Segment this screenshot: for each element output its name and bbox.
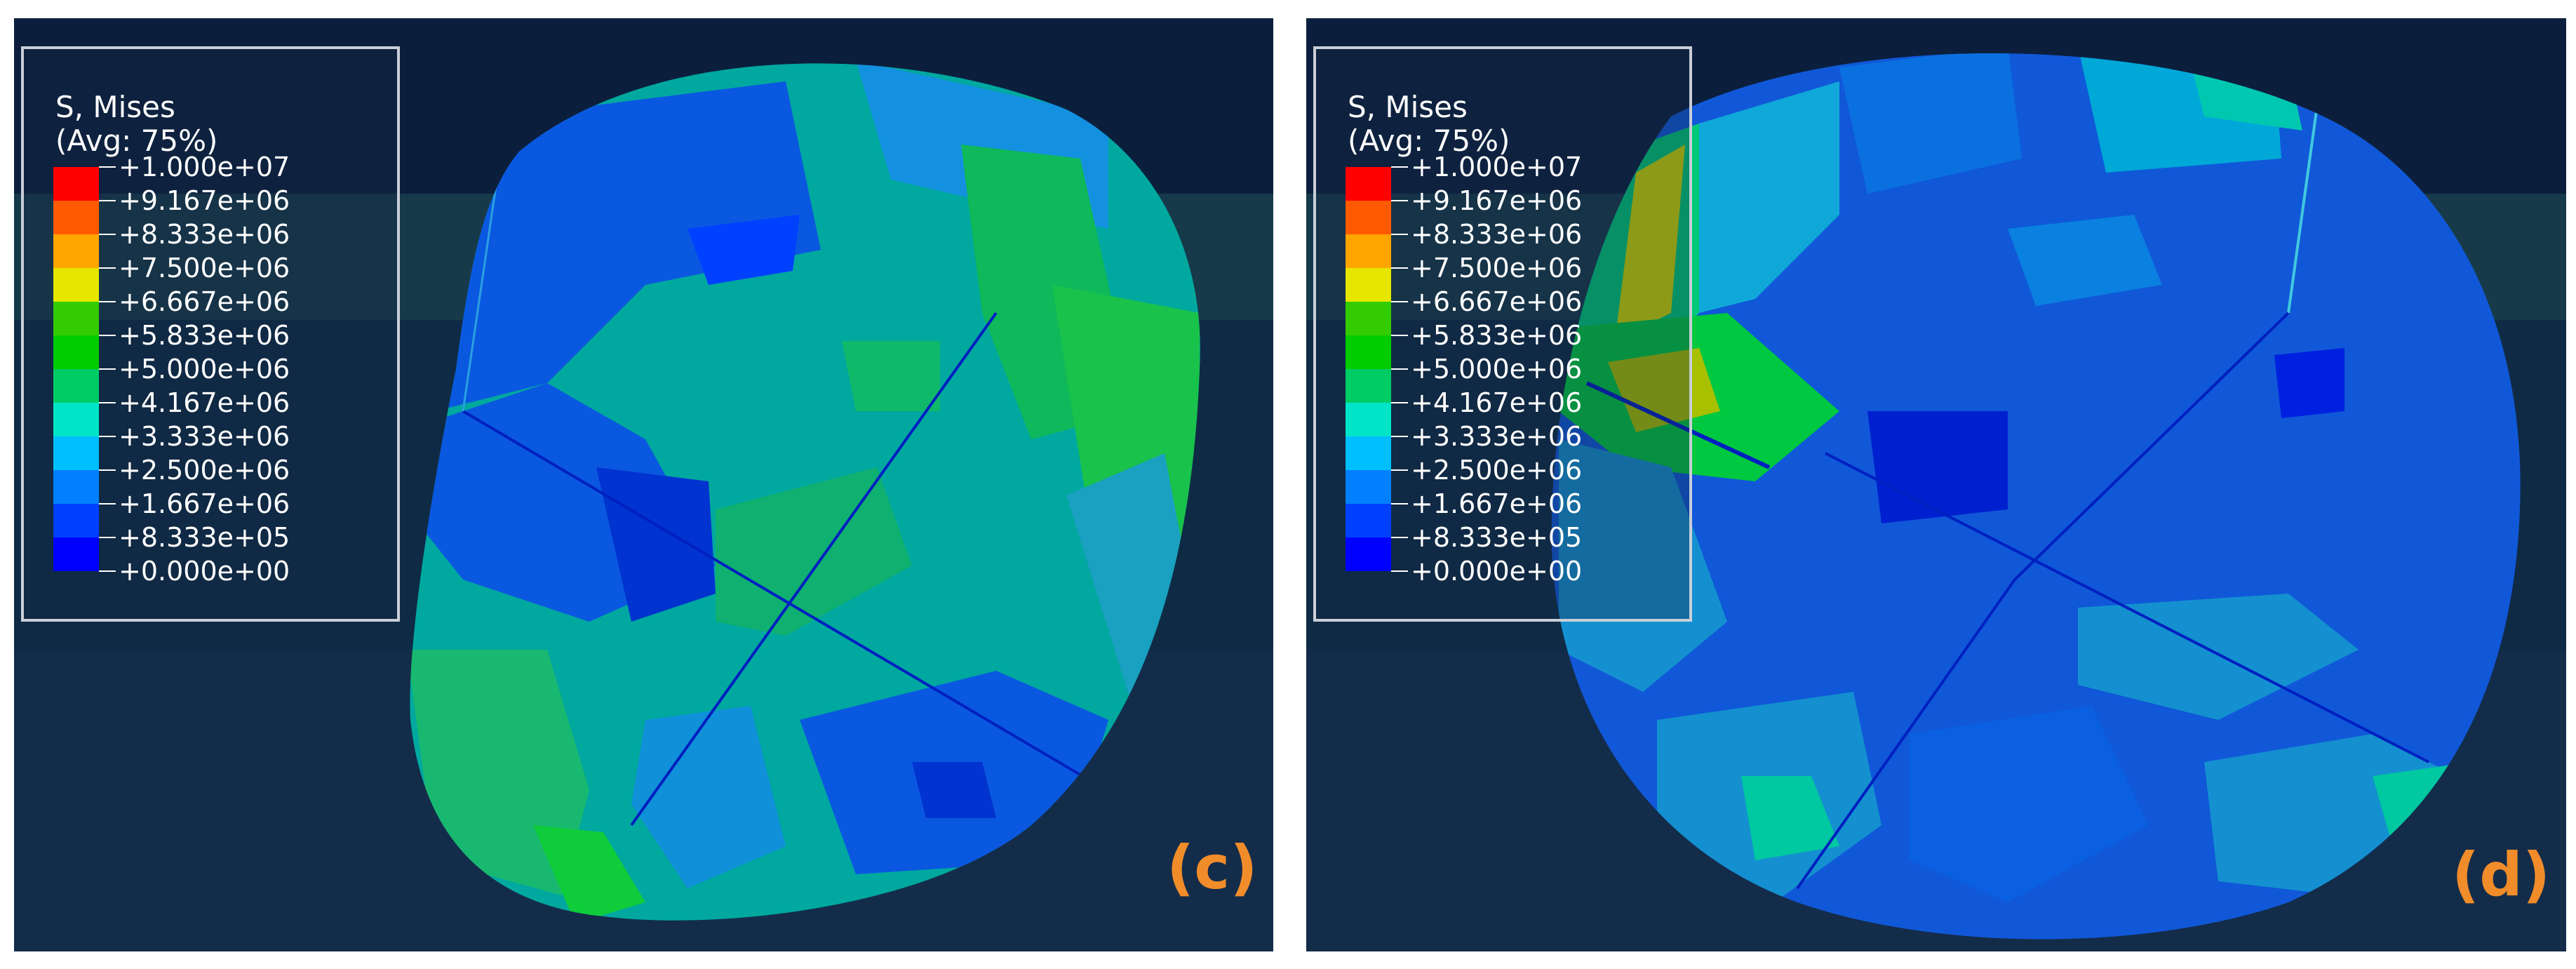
legend-value: +4.167e+06 (119, 387, 290, 418)
legend-value: +3.333e+06 (119, 421, 290, 452)
legend-value: +8.333e+06 (119, 219, 290, 250)
legend-title: S, Mises (55, 90, 175, 124)
legend-value: +8.333e+05 (1411, 522, 1583, 553)
legend-value: +5.833e+06 (1411, 320, 1583, 351)
legend-swatch (1346, 335, 1391, 369)
legend-value: +9.167e+06 (1411, 185, 1583, 216)
legend-value: +8.333e+06 (1411, 219, 1583, 250)
legend-value: +7.500e+06 (1411, 253, 1583, 283)
legend-swatch (53, 470, 99, 504)
legend-swatch (1346, 537, 1391, 571)
legend-swatch (1346, 436, 1391, 470)
viewport-panel-d[interactable]: S, Mises (Avg: 75%) +1.000e+07 +9.167e+0… (1306, 18, 2566, 951)
stress-contour-model-c[interactable] (14, 18, 1273, 951)
legend-averaging-note: (Avg: 75%) (1348, 123, 1510, 158)
legend-value: +8.333e+05 (119, 522, 290, 553)
stress-contour-model-d[interactable] (1306, 18, 2566, 951)
legend-swatch (53, 201, 99, 234)
legend-swatch (1346, 403, 1391, 436)
legend-swatch (1346, 504, 1391, 537)
legend-swatch (53, 436, 99, 470)
legend-value: +1.000e+07 (1411, 152, 1583, 182)
legend-swatch (53, 369, 99, 403)
legend-value: +5.000e+06 (1411, 354, 1583, 385)
legend-swatch (53, 537, 99, 571)
contour-legend: S, Mises (Avg: 75%) +1.000e+07 +9.167e+0… (21, 46, 400, 622)
legend-value: +1.000e+07 (119, 152, 290, 182)
legend-swatch (53, 504, 99, 537)
legend-title: S, Mises (1348, 90, 1468, 124)
legend-value: +6.667e+06 (1411, 286, 1583, 317)
legend-value: +2.500e+06 (1411, 455, 1583, 486)
legend-value: +7.500e+06 (119, 253, 290, 283)
legend-value: +1.667e+06 (1411, 488, 1583, 519)
legend-value: +3.333e+06 (1411, 421, 1583, 452)
legend-value: +9.167e+06 (119, 185, 290, 216)
legend-swatch (1346, 234, 1391, 268)
legend-value: +0.000e+00 (119, 556, 290, 587)
contour-legend: S, Mises (Avg: 75%) +1.000e+07 +9.167e+0… (1313, 46, 1692, 622)
legend-averaging-note: (Avg: 75%) (55, 123, 218, 158)
panel-label: (d) (2452, 840, 2551, 910)
legend-swatch (53, 268, 99, 302)
legend-swatch (1346, 167, 1391, 201)
legend-value: +5.000e+06 (119, 354, 290, 385)
legend-swatch (1346, 470, 1391, 504)
legend-swatch (53, 335, 99, 369)
legend-swatch (53, 234, 99, 268)
legend-swatch (1346, 268, 1391, 302)
legend-swatch (1346, 369, 1391, 403)
legend-swatch (1346, 302, 1391, 335)
panel-label: (c) (1167, 833, 1258, 903)
legend-swatch (1346, 201, 1391, 234)
legend-swatch (53, 167, 99, 201)
legend-value: +6.667e+06 (119, 286, 290, 317)
legend-swatch (53, 403, 99, 436)
legend-swatch (53, 302, 99, 335)
legend-value: +4.167e+06 (1411, 387, 1583, 418)
legend-value: +5.833e+06 (119, 320, 290, 351)
legend-value: +0.000e+00 (1411, 556, 1583, 587)
legend-value: +1.667e+06 (119, 488, 290, 519)
viewport-panel-c[interactable]: S, Mises (Avg: 75%) +1.000e+07 +9.167e+0… (14, 18, 1273, 951)
legend-value: +2.500e+06 (119, 455, 290, 486)
